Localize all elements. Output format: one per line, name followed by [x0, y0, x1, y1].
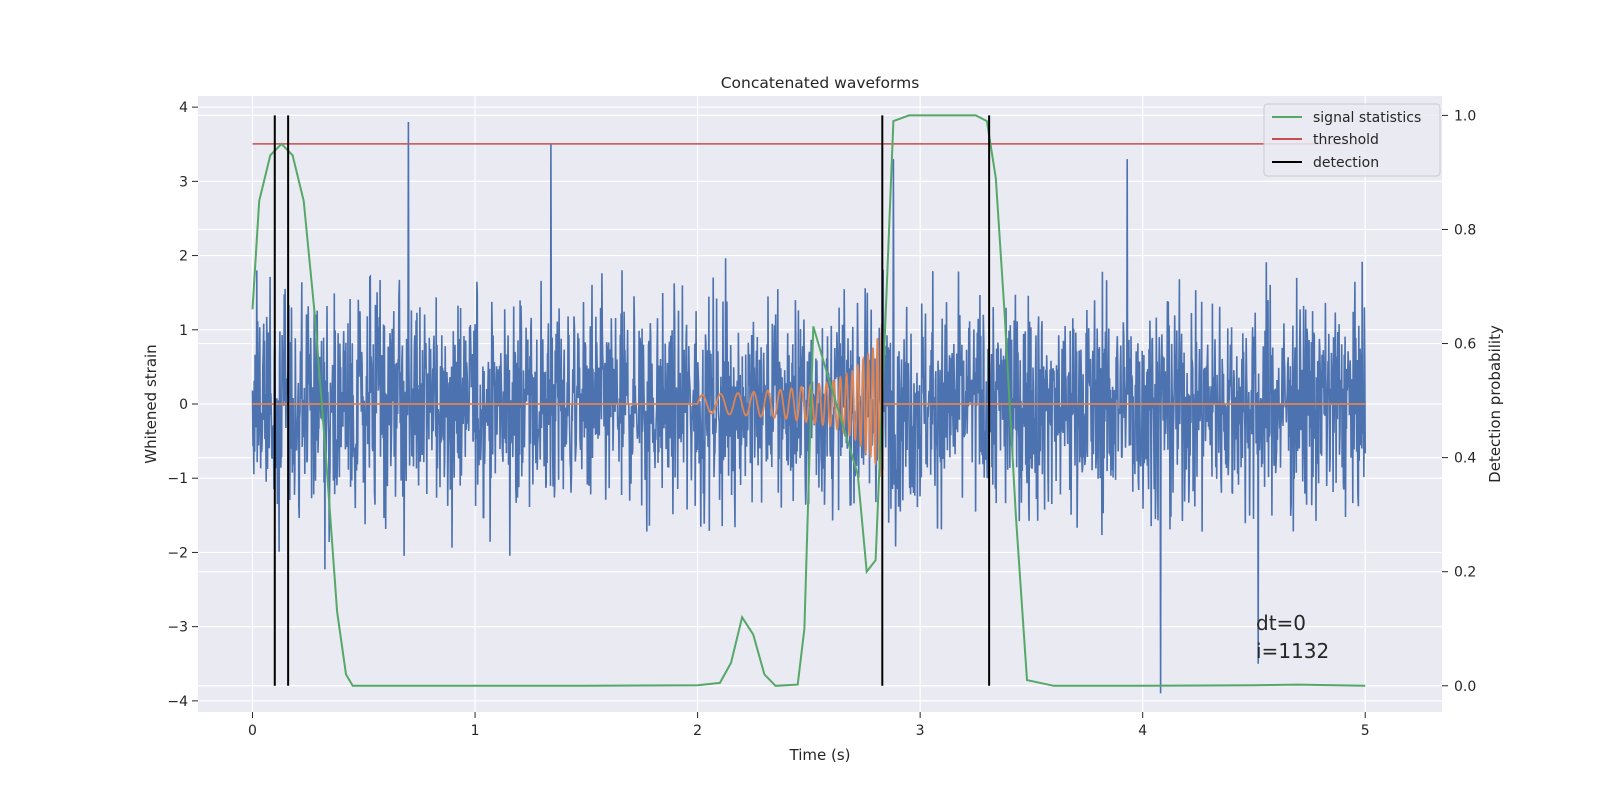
- y-tick-label: −3: [167, 620, 188, 636]
- y2-tick-label: 0.4: [1454, 451, 1476, 467]
- x-tick-label: 5: [1361, 723, 1370, 739]
- legend-label-detection: detection: [1313, 155, 1379, 171]
- plot-area: [251, 114, 1366, 694]
- y2-tick-label: 0.8: [1454, 222, 1476, 238]
- y2-axis-label: Detection probability: [1486, 325, 1504, 483]
- y-tick-label: 3: [179, 174, 188, 190]
- y2-tick-label: 1.0: [1454, 108, 1476, 124]
- annotation-i: i=1132: [1256, 639, 1329, 663]
- x-tick-label: 0: [248, 723, 257, 739]
- legend-box: [1263, 103, 1441, 177]
- strain-noise-line: [251, 121, 1366, 694]
- y2-tick-label: 0.2: [1454, 565, 1476, 581]
- y-axis-label: Whitened strain: [142, 344, 160, 463]
- chirp-signal-line: [252, 323, 1366, 478]
- y2-tick-label: 0.6: [1454, 337, 1476, 353]
- y2-axis-ticks: 0.0 0.2 0.4 0.6 0.8 1.0: [1442, 108, 1476, 695]
- x-tick-label: 4: [1138, 723, 1147, 739]
- y-tick-label: −2: [167, 545, 188, 561]
- x-axis-ticks: 0 1 2 3 4 5: [248, 712, 1370, 739]
- x-tick-label: 1: [471, 723, 480, 739]
- legend-label-threshold: threshold: [1313, 132, 1379, 148]
- y-tick-label: −1: [167, 471, 188, 487]
- y-tick-label: −4: [167, 694, 188, 710]
- legend: signal statistics threshold detection: [1263, 103, 1441, 177]
- y-tick-label: 0: [179, 397, 188, 413]
- x-axis-label: Time (s): [789, 746, 851, 764]
- detection-lines: [273, 115, 991, 686]
- y2-tick-label: 0.0: [1454, 679, 1476, 695]
- y-tick-label: 4: [179, 100, 188, 116]
- y-tick-label: 1: [179, 323, 188, 339]
- y-axis-ticks: −4 −3 −2 −1 0 1 2 3 4: [167, 100, 198, 710]
- y-tick-label: 2: [179, 249, 188, 265]
- annotation-dt: dt=0: [1256, 611, 1306, 635]
- legend-label-signal-statistics: signal statistics: [1313, 110, 1421, 126]
- signal-statistics-line: [251, 114, 1366, 687]
- x-tick-label: 3: [916, 723, 925, 739]
- chart-title: Concatenated waveforms: [721, 74, 920, 92]
- x-tick-label: 2: [693, 723, 702, 739]
